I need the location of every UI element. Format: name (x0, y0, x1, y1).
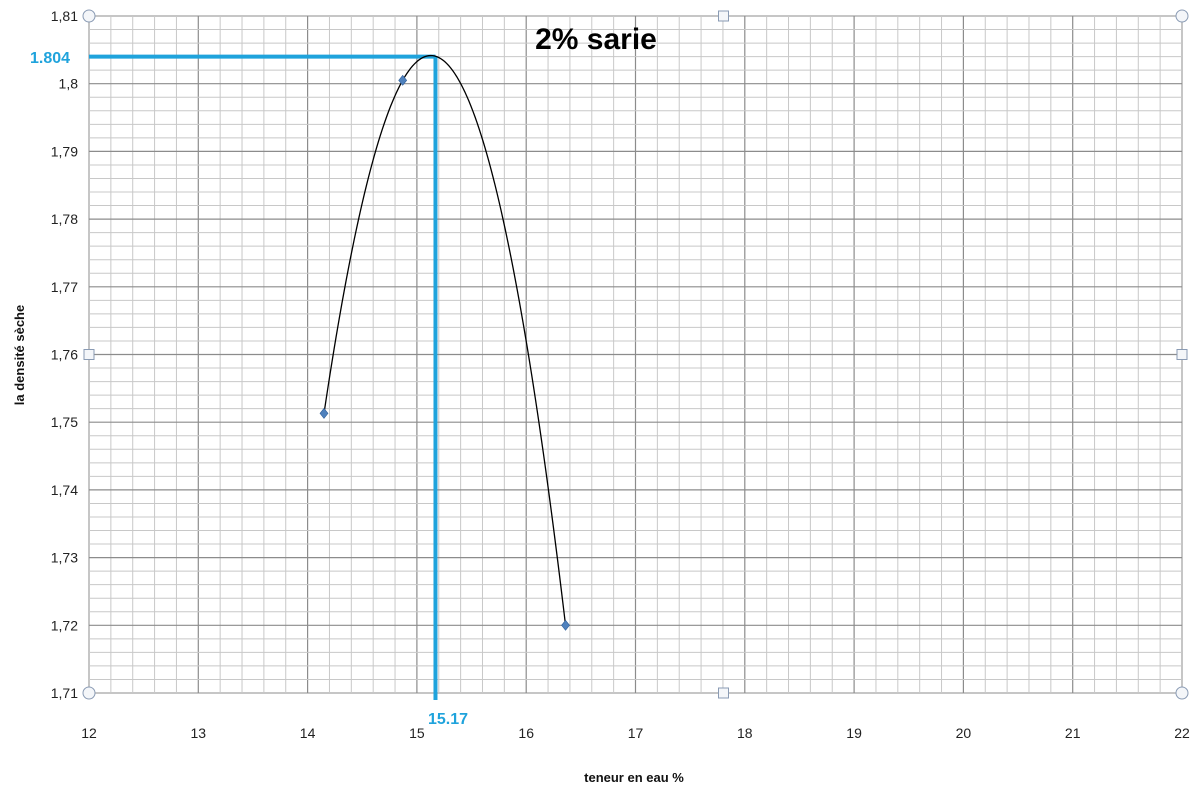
y-tick-label: 1,71 (51, 685, 78, 701)
x-tick-label: 19 (846, 725, 862, 741)
data-point (319, 407, 329, 419)
x-axis-title: teneur en eau % (584, 770, 684, 785)
y-tick-label: 1,8 (59, 76, 79, 92)
y-tick-label: 1,77 (51, 279, 78, 295)
x-tick-label: 18 (737, 725, 753, 741)
chart-title: 2% sarie (535, 23, 657, 56)
data-point (561, 619, 570, 631)
ref-x-label: 15.17 (428, 711, 468, 728)
resize-handle-corner[interactable] (82, 9, 96, 23)
resize-handle-edge[interactable] (718, 10, 729, 22)
y-axis-ticks: 1,81 1,8 1,79 1,78 1,77 1,76 1,75 1,74 1,73 1,72 1… (51, 8, 78, 701)
selection-handles[interactable] (82, 9, 1189, 700)
y-tick-label: 1,76 (51, 347, 78, 363)
y-tick-label: 1,81 (51, 8, 78, 24)
resize-handle-edge[interactable] (83, 349, 95, 360)
x-tick-label: 15 (409, 725, 425, 741)
resize-handle-corner[interactable] (1175, 9, 1189, 23)
y-tick-label: 1,74 (51, 482, 78, 498)
x-tick-label: 21 (1065, 725, 1081, 741)
x-tick-label: 17 (628, 725, 644, 741)
y-tick-label: 1,75 (51, 414, 78, 430)
x-tick-label: 16 (518, 725, 534, 741)
reference-lines (89, 54, 438, 700)
x-tick-label: 13 (191, 725, 207, 741)
data-series (319, 54, 570, 631)
x-tick-label: 14 (300, 725, 316, 741)
resize-handle-corner[interactable] (82, 686, 96, 700)
x-tick-label: 12 (81, 725, 97, 741)
y-tick-label: 1,78 (51, 211, 78, 227)
data-point (398, 74, 408, 86)
x-tick-label: 20 (956, 725, 972, 741)
grid (88, 15, 1183, 694)
y-tick-label: 1,73 (51, 550, 78, 566)
y-axis-title: la densité sèche (12, 305, 27, 405)
y-tick-label: 1,79 (51, 143, 78, 159)
resize-handle-corner[interactable] (1175, 686, 1189, 700)
y-tick-label: 1,72 (51, 617, 78, 633)
x-tick-label: 22 (1174, 725, 1190, 741)
ref-y-label: 1.804 (30, 50, 70, 67)
resize-handle-edge[interactable] (1176, 349, 1188, 360)
series-line (323, 54, 567, 626)
x-axis-ticks: 12 13 14 15 16 17 18 19 20 21 22 (81, 725, 1190, 741)
resize-handle-edge[interactable] (718, 687, 729, 699)
